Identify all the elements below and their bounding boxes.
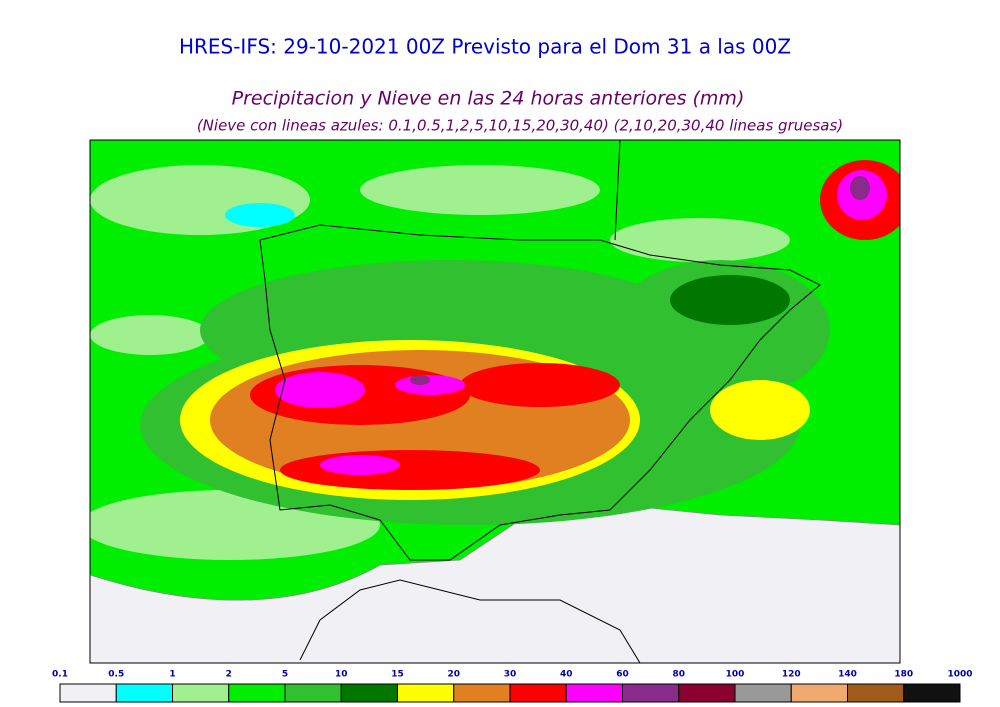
colorbar-label: 20 — [447, 670, 460, 680]
colorbar-swatch — [790, 683, 848, 703]
colorbar-swatch — [847, 683, 905, 703]
colorbar-label: 15 — [391, 670, 404, 680]
colorbar-label: 30 — [504, 670, 517, 680]
colorbar-swatch — [734, 683, 792, 703]
colorbar-swatch — [903, 683, 961, 703]
colorbar-label: 100 — [726, 670, 745, 680]
subtitle: Precipitacion y Nieve en las 24 horas an… — [232, 88, 745, 110]
colorbar-swatch — [59, 683, 117, 703]
note: (Nieve con lineas azules: 0.1,0.5,1,2,5,… — [197, 117, 843, 135]
colorbar-label: 120 — [782, 670, 801, 680]
colorbar-label: 40 — [560, 670, 573, 680]
colorbar-label: 60 — [616, 670, 629, 680]
colorbar-label: 180 — [894, 670, 913, 680]
colorbar-swatch — [622, 683, 680, 703]
colorbar-label: 1000 — [947, 670, 972, 680]
colorbar-swatch — [340, 683, 398, 703]
colorbar-swatch — [397, 683, 455, 703]
colorbar-label: 10 — [335, 670, 348, 680]
colorbar-label: 80 — [672, 670, 685, 680]
colorbar-label: 1 — [169, 670, 175, 680]
colorbar-label: 2 — [226, 670, 232, 680]
colorbar-swatch — [115, 683, 173, 703]
colorbar-swatch — [284, 683, 342, 703]
colorbar-swatch — [172, 683, 230, 703]
title: HRES-IFS: 29-10-2021 00Z Previsto para e… — [179, 35, 791, 59]
colorbar-label: 0.1 — [52, 670, 68, 680]
colorbar: 0.1 0.5 1 2 5 10 15 20 30 40 60 80 100 120 140 180 1000 — [52, 670, 973, 703]
colorbar-swatch — [228, 683, 286, 703]
colorbar-swatch — [509, 683, 567, 703]
colorbar-label: 0.5 — [108, 670, 124, 680]
map-field — [89, 139, 901, 664]
colorbar-swatch — [453, 683, 511, 703]
colorbar-label: 5 — [282, 670, 288, 680]
colorbar-label: 140 — [838, 670, 857, 680]
colorbar-swatch — [565, 683, 623, 703]
colorbar-swatch — [678, 683, 736, 703]
